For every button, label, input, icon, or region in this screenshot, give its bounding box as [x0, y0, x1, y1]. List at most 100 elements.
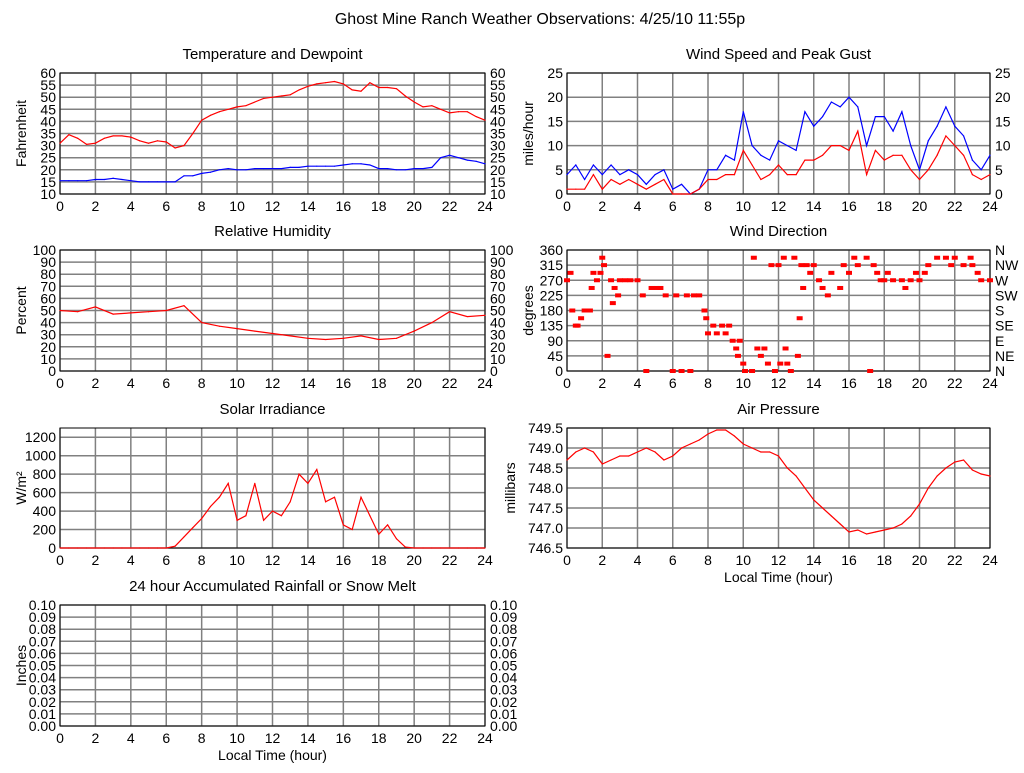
data-point [848, 96, 850, 98]
data-point [902, 285, 909, 290]
data-point [121, 547, 123, 549]
data-point [698, 188, 700, 190]
data-point [130, 547, 132, 549]
data-point [742, 369, 749, 373]
y-right-label: N [995, 242, 1005, 258]
data-point [796, 316, 803, 321]
data-point [696, 293, 703, 298]
chart-title: Wind Direction [730, 223, 828, 240]
data-point [643, 369, 650, 373]
data-point [280, 167, 282, 170]
data-point [254, 167, 256, 170]
y-tick-label: 135 [540, 318, 564, 334]
data-point [578, 316, 585, 321]
y-right-label: 100 [490, 242, 514, 258]
data-point [378, 86, 380, 89]
data-point [103, 547, 105, 549]
data-point [863, 255, 870, 260]
data-point [316, 83, 318, 85]
y-right-label: 0.02 [490, 694, 517, 710]
data-point [960, 263, 967, 268]
data-point [716, 429, 718, 431]
y-tick-label: 0.08 [29, 621, 56, 637]
x-tick-label: 24 [982, 552, 998, 568]
data-point [103, 137, 105, 139]
data-point [395, 538, 398, 540]
y-tick-label: 0 [555, 363, 563, 379]
data-point [636, 451, 639, 453]
data-point [962, 154, 965, 156]
data-point [94, 547, 97, 549]
x-tick-label: 16 [841, 375, 857, 391]
data-point [786, 174, 788, 176]
y-tick-label: 200 [33, 522, 57, 538]
series-wind-direction [564, 255, 993, 373]
data-point [768, 263, 775, 268]
data-point [566, 174, 568, 176]
data-point [934, 255, 941, 260]
y-tick-label: 90 [547, 333, 563, 349]
data-point [830, 101, 832, 103]
data-point [639, 293, 646, 298]
y-tick-label: 55 [40, 77, 56, 93]
x-tick-label: 14 [806, 375, 822, 391]
data-point [601, 174, 603, 176]
data-point [892, 130, 894, 132]
data-point [751, 164, 753, 166]
data-point [716, 169, 718, 171]
data-point [360, 163, 362, 165]
data-point [209, 171, 212, 173]
x-tick-label: 8 [704, 198, 712, 214]
y-right-label: 40 [490, 315, 506, 331]
x-tick-label: 8 [704, 375, 712, 391]
y-right-label: 35 [490, 126, 506, 142]
data-point [898, 278, 905, 283]
main-title: Ghost Mine Ranch Weather Observations: 4… [335, 11, 745, 28]
y-tick-label: 225 [540, 287, 564, 303]
data-point [654, 183, 656, 185]
y-right-label: 0.05 [490, 658, 517, 674]
data-point [669, 369, 676, 373]
y-right-label: 55 [490, 77, 506, 93]
data-point [112, 135, 114, 137]
data-point [574, 323, 581, 328]
data-point [989, 475, 991, 477]
data-point [156, 547, 158, 549]
y-right-label: 70 [490, 278, 506, 294]
data-point [813, 159, 815, 161]
data-point [342, 524, 344, 526]
data-point [597, 270, 604, 275]
x-tick-label: 2 [92, 375, 100, 391]
data-point [795, 149, 797, 152]
data-point [567, 270, 574, 275]
data-point [971, 174, 973, 176]
data-point [387, 167, 389, 170]
data-point [201, 517, 203, 520]
y-tick-label: 360 [540, 242, 564, 258]
data-point [918, 178, 921, 181]
data-point [725, 174, 727, 176]
data-point [575, 188, 577, 190]
series-temperature [59, 80, 486, 149]
data-point [263, 167, 265, 170]
data-point [784, 361, 791, 366]
data-point [980, 178, 982, 181]
x-tick-label: 24 [982, 198, 998, 214]
y-right-label: 40 [490, 113, 506, 129]
y-tick-label: 749.0 [528, 440, 563, 456]
data-point [804, 159, 806, 161]
data-point [821, 154, 824, 156]
data-point [839, 106, 841, 108]
data-point [662, 293, 669, 298]
data-point [851, 255, 858, 260]
data-point [719, 323, 726, 328]
data-point [907, 278, 914, 283]
data-point [236, 169, 238, 171]
data-point [901, 111, 903, 113]
data-point [967, 255, 974, 260]
x-tick-label: 12 [265, 552, 281, 568]
data-point [201, 322, 203, 324]
data-point [971, 469, 973, 471]
data-point [616, 278, 623, 283]
